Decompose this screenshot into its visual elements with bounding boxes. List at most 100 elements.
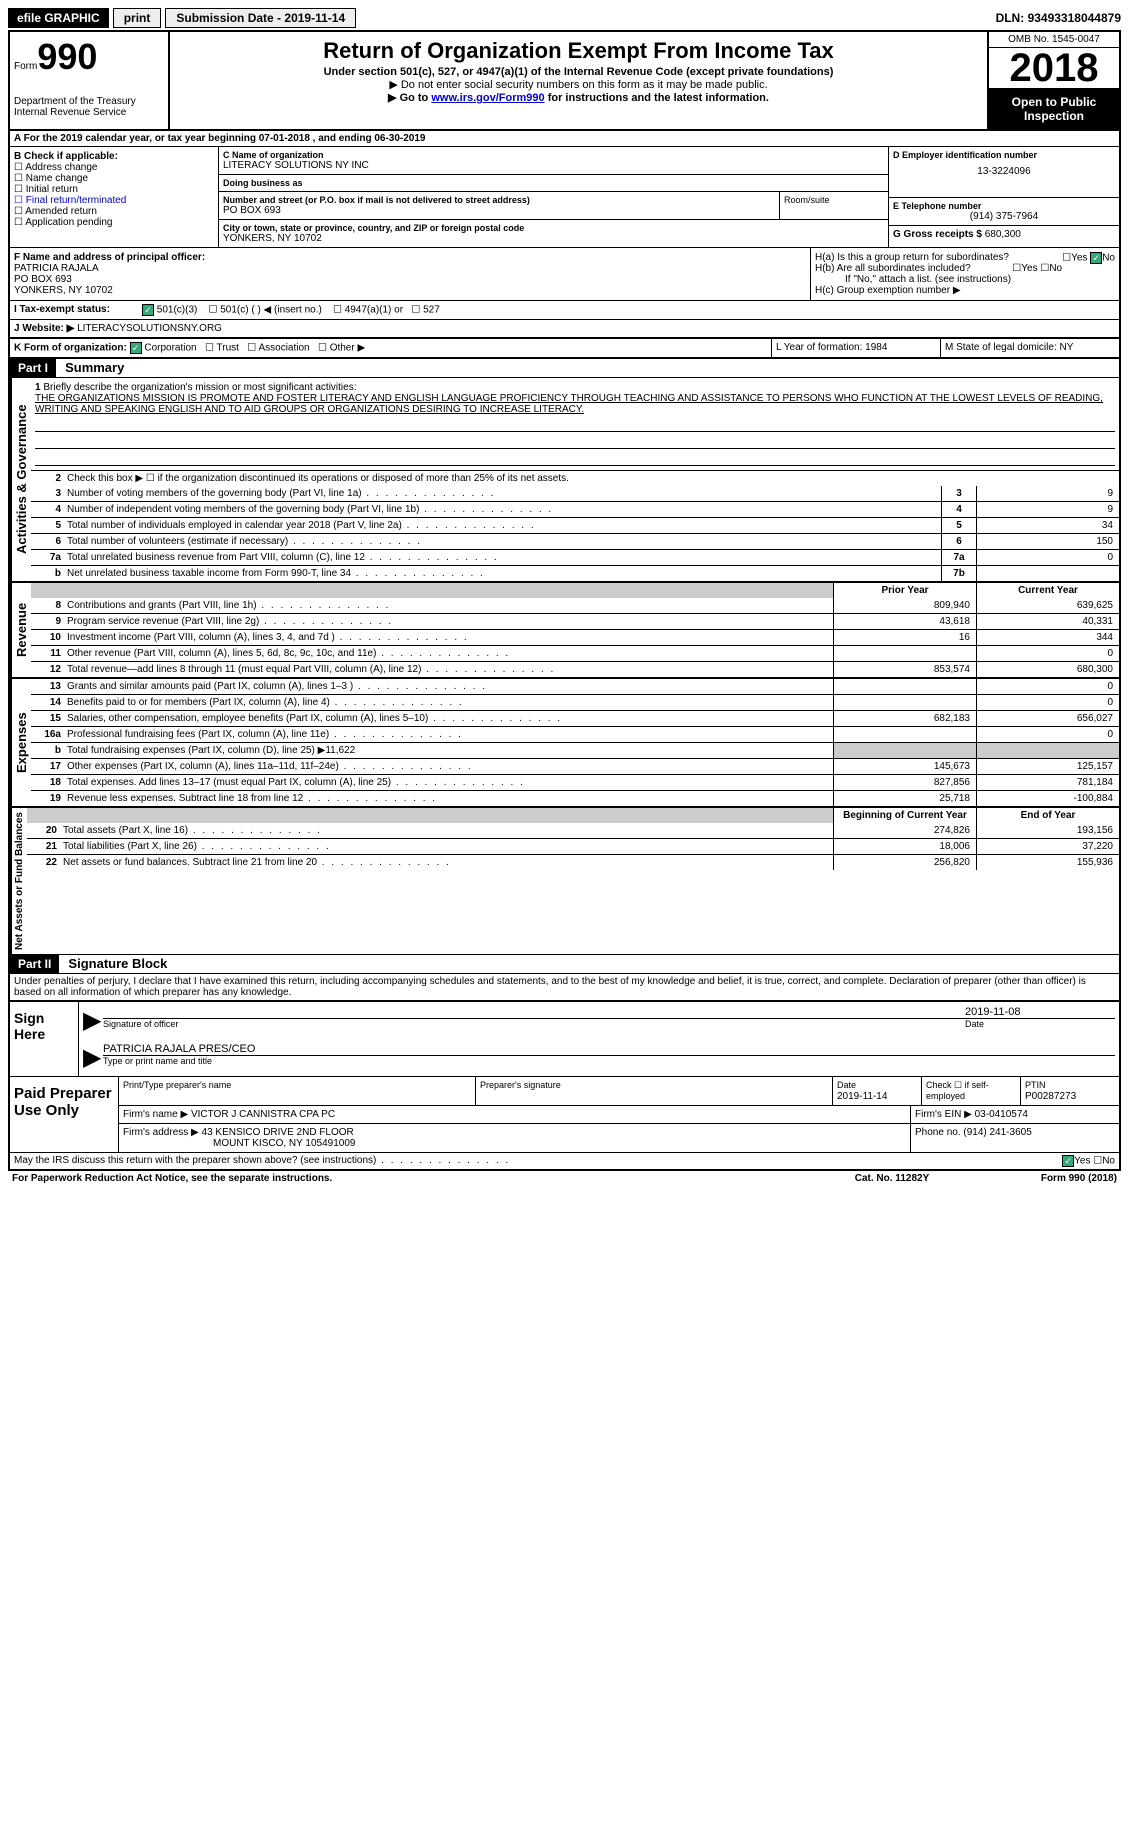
b-opt-0[interactable]: ☐ Address change — [14, 162, 214, 173]
arrow-icon: ▶ — [83, 1006, 103, 1035]
i-opt2[interactable]: 4947(a)(1) or — [345, 305, 403, 316]
firm-ein: 03-0410574 — [975, 1109, 1028, 1120]
gov-lines: 3Number of voting members of the governi… — [31, 486, 1119, 581]
form-number: Form990 — [14, 36, 164, 78]
discuss-yes-check[interactable]: ✓ — [1062, 1155, 1074, 1167]
print-button[interactable]: print — [113, 8, 162, 28]
row-fh: F Name and address of principal officer:… — [10, 248, 1119, 301]
b-opt-2-txt: Initial return — [26, 184, 78, 195]
ha-yes[interactable]: Yes — [1071, 253, 1087, 264]
j-label: J Website: ▶ — [14, 323, 74, 334]
line-1: 1 Briefly describe the organization's mi… — [31, 378, 1119, 470]
gov-main: 1 Briefly describe the organization's mi… — [31, 378, 1119, 581]
header-row: Form990 Department of the Treasury Inter… — [10, 32, 1119, 131]
part1-header: Part I Summary — [10, 359, 1119, 377]
paperwork-notice: For Paperwork Reduction Act Notice, see … — [12, 1173, 817, 1184]
side-revenue: Revenue — [10, 583, 31, 677]
arrow-icon-2: ▶ — [83, 1043, 103, 1072]
gross-value: 680,300 — [985, 229, 1021, 240]
b-opt-2[interactable]: ☐ Initial return — [14, 184, 214, 195]
b-label: B Check if applicable: — [14, 151, 214, 162]
city-value: YONKERS, NY 10702 — [223, 233, 884, 244]
discuss-yes: Yes — [1074, 1156, 1090, 1167]
subtitle-2: ▶ Do not enter social security numbers o… — [174, 78, 983, 91]
b-opt-5[interactable]: ☐ Application pending — [14, 217, 214, 228]
row-k: K Form of organization: ✓ Corporation ☐ … — [10, 338, 1119, 359]
part2-tag: Part II — [10, 955, 59, 973]
prep-self-emp[interactable]: Check ☐ if self-employed — [922, 1077, 1021, 1105]
side-net: Net Assets or Fund Balances — [10, 808, 27, 954]
c-city-cell: City or town, state or province, country… — [219, 220, 888, 247]
hb-yes[interactable]: Yes — [1021, 263, 1037, 274]
firm-addr1: 43 KENSICO DRIVE 2ND FLOOR — [202, 1127, 354, 1138]
mission-text: THE ORGANIZATIONS MISSION IS PROMOTE AND… — [35, 393, 1103, 415]
g-gross-cell: G Gross receipts $ 680,300 — [889, 226, 1119, 243]
sub3a: ▶ Go to — [388, 92, 431, 104]
efile-badge: efile GRAPHIC — [8, 8, 109, 28]
b-opt-3[interactable]: ☐ Final return/terminated — [14, 195, 214, 206]
ha-no-check[interactable]: ✓ — [1090, 252, 1102, 264]
ptin-label: PTIN — [1025, 1080, 1046, 1090]
website-value: LITERACYSOLUTIONSNY.ORG — [74, 323, 222, 334]
net-header: Beginning of Current Year End of Year — [27, 808, 1119, 823]
b-opt-1[interactable]: ☐ Name change — [14, 173, 214, 184]
k-opt1[interactable]: Trust — [217, 343, 239, 354]
net-main: Beginning of Current Year End of Year 20… — [27, 808, 1119, 954]
discuss-no[interactable]: No — [1102, 1156, 1115, 1167]
discuss-text: May the IRS discuss this return with the… — [14, 1155, 376, 1166]
rev-line-11: 11Other revenue (Part VIII, column (A), … — [31, 645, 1119, 661]
dept-irs: Internal Revenue Service — [14, 107, 164, 118]
rev-header: Prior Year Current Year — [31, 583, 1119, 598]
prep-label: Paid Preparer Use Only — [10, 1077, 119, 1152]
ptin-value: P00287273 — [1025, 1091, 1076, 1102]
open-inspection: Open to Public Inspection — [989, 89, 1119, 129]
b-opt-5-txt: Application pending — [25, 217, 112, 228]
subtitle-3: ▶ Go to www.irs.gov/Form990 for instruct… — [174, 91, 983, 104]
sign-here-section: Sign Here ▶ 2019-11-08 Signature of offi… — [10, 1000, 1119, 1076]
rev-line-8: 8Contributions and grants (Part VIII, li… — [31, 598, 1119, 613]
b-opt-1-txt: Name change — [26, 173, 88, 184]
exp-line-16a: 16aProfessional fundraising fees (Part I… — [31, 726, 1119, 742]
prep-date-label: Date — [837, 1080, 856, 1090]
header-right: OMB No. 1545-0047 2018 Open to Public In… — [987, 32, 1119, 129]
row-i: I Tax-exempt status: ✓ 501(c)(3) ☐ 501(c… — [10, 301, 1119, 320]
dln-value: 93493318044879 — [1028, 11, 1121, 25]
firm-phone-label: Phone no. — [915, 1127, 963, 1138]
irs-link[interactable]: www.irs.gov/Form990 — [431, 92, 544, 104]
b-opt-4[interactable]: ☐ Amended return — [14, 206, 214, 217]
addr-label: Number and street (or P.O. box if mail i… — [223, 195, 775, 205]
b-opt-0-txt: Address change — [25, 162, 97, 173]
hb-no[interactable]: No — [1049, 263, 1062, 274]
phone-label: E Telephone number — [893, 201, 1115, 211]
c-name-cell: C Name of organization LITERACY SOLUTION… — [219, 147, 888, 175]
officer-city: YONKERS, NY 10702 — [14, 285, 113, 296]
exp-line-15: 15Salaries, other compensation, employee… — [31, 710, 1119, 726]
sub3b: for instructions and the latest informat… — [545, 92, 769, 104]
k-opt3[interactable]: Other ▶ — [330, 343, 365, 354]
i-opt1[interactable]: 501(c) ( ) ◀ (insert no.) — [220, 305, 322, 316]
exp-line-b: bTotal fundraising expenses (Part IX, co… — [31, 742, 1119, 758]
rev-main: Prior Year Current Year 8Contributions a… — [31, 583, 1119, 677]
top-bar: efile GRAPHIC print Submission Date - 20… — [8, 8, 1121, 28]
sign-here-label: Sign Here — [10, 1002, 79, 1076]
firm-label: Firm's name ▶ — [123, 1109, 191, 1120]
side-governance: Activities & Governance — [10, 378, 31, 581]
sig-officer-line[interactable] — [103, 1006, 965, 1018]
room-suite: Room/suite — [779, 192, 888, 219]
i-501c3-check[interactable]: ✓ — [142, 304, 154, 316]
box-f: F Name and address of principal officer:… — [10, 248, 811, 300]
exp-line-17: 17Other expenses (Part IX, column (A), l… — [31, 758, 1119, 774]
side-expenses: Expenses — [10, 679, 31, 806]
cat-no: Cat. No. 11282Y — [817, 1173, 967, 1184]
gov-line-b: bNet unrelated business taxable income f… — [31, 565, 1119, 581]
net-line-22: 22Net assets or fund balances. Subtract … — [27, 854, 1119, 870]
dln-label: DLN: — [996, 11, 1028, 25]
form-word: Form — [14, 61, 37, 72]
submission-date: Submission Date - 2019-11-14 — [165, 8, 356, 28]
prior-year-head: Prior Year — [833, 583, 976, 598]
k-corp-check[interactable]: ✓ — [130, 342, 142, 354]
h-b: H(b) Are all subordinates included? ☐Yes… — [815, 263, 1115, 274]
i-opt3[interactable]: 527 — [423, 305, 440, 316]
firm-ein-label: Firm's EIN ▶ — [915, 1109, 975, 1120]
k-opt2[interactable]: Association — [258, 343, 309, 354]
